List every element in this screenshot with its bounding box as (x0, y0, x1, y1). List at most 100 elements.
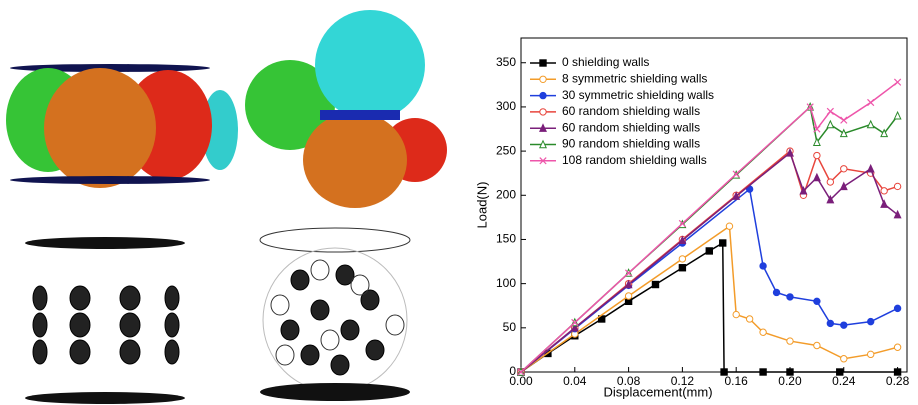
y-tick-label: 250 (496, 143, 516, 157)
marker (840, 116, 848, 124)
marker (812, 137, 821, 146)
y-tick-label: 0 (509, 364, 516, 378)
marker (772, 288, 781, 297)
fragment (202, 90, 238, 170)
marker (539, 59, 547, 67)
marker (880, 187, 888, 195)
marker (813, 125, 821, 133)
y-tick-label: 300 (496, 99, 516, 113)
x-tick-label: 0.28 (886, 374, 910, 388)
marker (759, 368, 767, 376)
marker (786, 368, 794, 376)
marker (539, 157, 547, 165)
marker (539, 139, 547, 149)
marker (812, 172, 821, 182)
marker (893, 78, 902, 86)
marker (786, 147, 794, 157)
marker (839, 128, 848, 138)
marker (539, 108, 547, 116)
marker (624, 292, 633, 300)
marker (840, 355, 848, 363)
marker (813, 297, 821, 306)
marker (826, 178, 835, 186)
fragment (303, 112, 407, 208)
marker (839, 181, 848, 191)
bottom-platen (10, 176, 210, 184)
marker (570, 322, 579, 332)
marker (539, 91, 547, 100)
marker (624, 279, 633, 289)
marker (813, 151, 821, 160)
marker (571, 318, 579, 327)
legend-label: 108 random shielding walls (562, 153, 707, 167)
marker (678, 219, 687, 228)
platen (260, 383, 410, 401)
x-axis-label: Displacement(mm) (603, 384, 712, 399)
marker (624, 269, 633, 277)
marker (826, 119, 835, 129)
marker (836, 368, 844, 376)
x-tick-label: 0.00 (509, 374, 533, 388)
y-tick-label: 200 (496, 187, 516, 201)
fragment (320, 110, 400, 120)
y-tick-label: 50 (503, 320, 517, 334)
legend-label: 90 random shielding walls (562, 137, 700, 151)
marker (826, 107, 834, 115)
marker (806, 103, 814, 111)
legend-label: 30 symmetric shielding walls (562, 88, 714, 102)
marker (719, 239, 727, 247)
marker (866, 163, 875, 173)
top-platen (10, 64, 210, 72)
marker (826, 194, 835, 204)
marker (705, 247, 713, 255)
particle-renders (6, 10, 447, 208)
x-tick-label: 0.20 (778, 374, 802, 388)
marker (678, 255, 687, 263)
x-tick-label: 0.12 (671, 374, 695, 388)
marker (678, 235, 687, 245)
marker (732, 191, 741, 200)
y-tick-label: 350 (496, 55, 516, 69)
marker (651, 280, 660, 289)
marker (880, 128, 889, 138)
marker (866, 350, 875, 359)
marker (745, 315, 754, 323)
wall-diagrams (25, 227, 411, 404)
x-tick-label: 0.04 (563, 374, 587, 388)
marker (893, 182, 902, 191)
marker (759, 328, 767, 336)
legend-label: 60 random shielding walls (562, 120, 700, 134)
marker (799, 185, 808, 195)
marker (539, 123, 547, 132)
marker (732, 170, 740, 178)
marker (517, 368, 525, 376)
marker (866, 317, 875, 326)
marker (725, 222, 734, 230)
fragment (245, 60, 335, 150)
marker (720, 368, 728, 376)
marker (840, 165, 848, 173)
y-axis-label: Load(N) (474, 182, 489, 229)
marker (893, 368, 902, 376)
x-tick-label: 0.24 (832, 374, 856, 388)
x-tick-label: 0.08 (617, 374, 641, 388)
marker (893, 343, 902, 351)
marker (867, 98, 875, 107)
marker (893, 110, 902, 120)
x-tick-label: 0.16 (725, 374, 749, 388)
legend-label: 60 random shielding walls (562, 104, 700, 118)
marker (786, 337, 794, 345)
plot-frame (520, 37, 908, 373)
platen (259, 227, 411, 253)
marker (893, 304, 902, 313)
marker (539, 75, 547, 84)
marker (840, 321, 848, 329)
marker (826, 319, 835, 328)
y-tick-label: 100 (496, 276, 516, 290)
platen (25, 392, 185, 404)
fragment (44, 68, 156, 188)
marker (866, 119, 875, 129)
marker (880, 199, 889, 208)
marker (759, 262, 767, 270)
